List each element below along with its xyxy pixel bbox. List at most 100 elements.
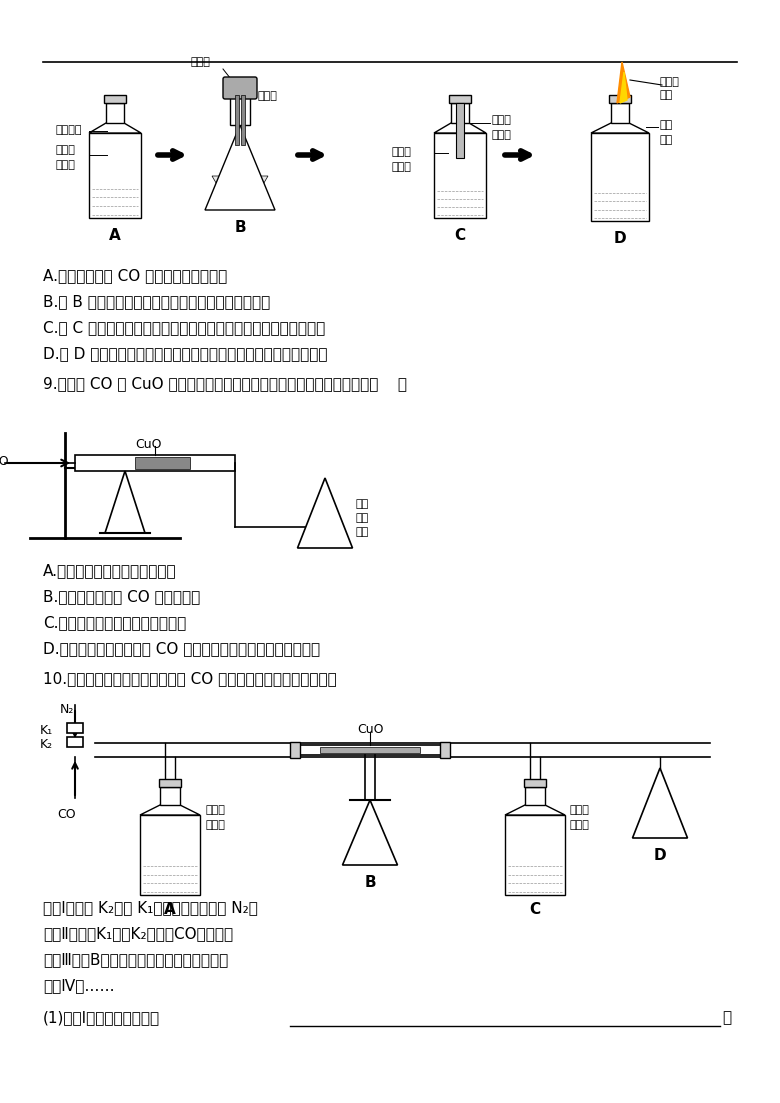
Text: B: B: [234, 219, 246, 235]
Polygon shape: [633, 768, 687, 838]
Bar: [160, 788, 180, 805]
Bar: [609, 95, 631, 103]
Bar: [449, 95, 471, 103]
Text: B.该实验只能证明 CO 具有还原性: B.该实验只能证明 CO 具有还原性: [43, 589, 200, 604]
Text: 步骤Ⅲ：待B中固体全部变色时，停止加热；: 步骤Ⅲ：待B中固体全部变色时，停止加热；: [43, 952, 229, 967]
Text: 剩余: 剩余: [660, 120, 673, 130]
Text: 燃着的: 燃着的: [660, 77, 680, 87]
Text: 澄清: 澄清: [355, 499, 368, 508]
Bar: [434, 133, 486, 218]
Text: D: D: [614, 231, 626, 246]
Bar: [524, 779, 546, 788]
Text: 石灰水: 石灰水: [55, 160, 75, 170]
Bar: [241, 95, 245, 144]
Text: 澄清的: 澄清的: [205, 805, 225, 815]
Bar: [230, 97, 250, 125]
Polygon shape: [617, 62, 630, 103]
Text: 步骤Ⅱ：关闭K₁打开K₂，通入CO，加热；: 步骤Ⅱ：关闭K₁打开K₂，通入CO，加热；: [43, 927, 233, 941]
Bar: [591, 133, 649, 221]
Bar: [290, 742, 300, 758]
Text: 一氧化碳: 一氧化碳: [55, 125, 81, 135]
Bar: [135, 457, 190, 469]
Bar: [141, 863, 199, 895]
Polygon shape: [297, 478, 353, 548]
Bar: [506, 863, 564, 895]
Polygon shape: [140, 805, 200, 815]
Polygon shape: [434, 124, 486, 133]
Text: D.该实验既有效地防止了 CO 对空气的污染，又充分利用了能源: D.该实验既有效地防止了 CO 对空气的污染，又充分利用了能源: [43, 641, 320, 656]
Bar: [525, 788, 545, 805]
Bar: [435, 189, 485, 218]
Bar: [611, 103, 629, 124]
Text: CO: CO: [0, 456, 9, 468]
Bar: [320, 747, 420, 753]
Text: (1)步骤Ⅰ通入氮气的目的是: (1)步骤Ⅰ通入氮气的目的是: [43, 1010, 160, 1025]
Text: 灰水: 灰水: [355, 527, 368, 537]
Text: 石灰水: 石灰水: [392, 162, 412, 172]
Text: CuO: CuO: [135, 438, 161, 451]
Text: 气体: 气体: [660, 135, 673, 144]
Bar: [235, 95, 239, 144]
Text: 的石: 的石: [355, 513, 368, 523]
Bar: [451, 103, 469, 124]
FancyBboxPatch shape: [223, 77, 257, 99]
Bar: [67, 737, 83, 747]
Polygon shape: [205, 125, 275, 210]
Text: N₂: N₂: [60, 703, 74, 716]
Text: C: C: [530, 902, 541, 917]
Text: CO: CO: [58, 808, 76, 821]
Bar: [67, 722, 83, 733]
Polygon shape: [644, 806, 676, 831]
Text: 10.某同学利用如下装置进行验证 CO 的有关性质，实验步骤如下：: 10.某同学利用如下装置进行验证 CO 的有关性质，实验步骤如下：: [43, 671, 337, 686]
Text: 步骤Ⅰ：关闭 K₂打开 K₁，通入一段时间的 N₂；: 步骤Ⅰ：关闭 K₂打开 K₁，通入一段时间的 N₂；: [43, 900, 258, 915]
Bar: [159, 779, 181, 788]
Text: A.该实验可验证 CO 具有可燃性和还原性: A.该实验可验证 CO 具有可燃性和还原性: [43, 268, 227, 283]
Polygon shape: [505, 805, 565, 815]
Text: 石灰水: 石灰水: [570, 820, 590, 829]
Polygon shape: [353, 836, 387, 858]
Polygon shape: [342, 800, 398, 865]
Text: K₁: K₁: [40, 724, 53, 737]
Text: D.图 D 用燃着的木条点燃瓶中的剩余气体，瓶口可能出现蓝色火焰: D.图 D 用燃着的木条点燃瓶中的剩余气体，瓶口可能出现蓝色火焰: [43, 346, 328, 361]
Bar: [106, 103, 124, 124]
Text: A: A: [164, 902, 176, 917]
Text: A: A: [109, 228, 121, 243]
Polygon shape: [620, 72, 627, 103]
Bar: [592, 190, 648, 221]
Text: CuO: CuO: [356, 722, 383, 736]
Bar: [140, 815, 200, 895]
Text: 木条: 木条: [660, 90, 673, 100]
Bar: [89, 133, 141, 218]
Text: 澄清的: 澄清的: [570, 805, 590, 815]
Text: B.图 B 的现象是：受热部分的铜片由亮红色变为黑色: B.图 B 的现象是：受热部分的铜片由亮红色变为黑色: [43, 295, 270, 309]
Polygon shape: [591, 124, 649, 133]
Bar: [104, 95, 126, 103]
Text: 。: 。: [722, 1010, 731, 1025]
Polygon shape: [212, 176, 268, 206]
Text: A.玻璃管中红色固体变成了黑色: A.玻璃管中红色固体变成了黑色: [43, 563, 176, 578]
Text: 步骤Ⅳ：……: 步骤Ⅳ：……: [43, 978, 115, 993]
Text: C: C: [455, 228, 466, 243]
Polygon shape: [309, 513, 342, 540]
Bar: [456, 103, 464, 158]
Text: 薄铜片: 薄铜片: [492, 130, 512, 140]
Text: 澄清的: 澄清的: [392, 147, 412, 157]
Text: K₂: K₂: [40, 738, 53, 751]
Text: 9.如图是 CO 与 CuO 反应的实验装置，下列关于该实验的说法正确的是（    ）: 9.如图是 CO 与 CuO 反应的实验装置，下列关于该实验的说法正确的是（ ）: [43, 376, 407, 390]
Text: 澄清的: 澄清的: [55, 144, 75, 156]
Text: C.图 C 实验一段时间后振荡，只能观察到澄清石灰水变浑浊的现象: C.图 C 实验一段时间后振荡，只能观察到澄清石灰水变浑浊的现象: [43, 320, 325, 335]
Text: B: B: [364, 875, 376, 890]
Polygon shape: [89, 124, 141, 133]
Bar: [440, 742, 450, 758]
Bar: [295, 745, 445, 754]
Polygon shape: [105, 471, 145, 533]
Bar: [505, 815, 565, 895]
Text: 薄铜片: 薄铜片: [190, 57, 210, 67]
Text: 橡皮塞: 橡皮塞: [258, 92, 278, 101]
Text: 石灰水: 石灰水: [205, 820, 225, 829]
Bar: [75, 456, 235, 471]
Text: D: D: [654, 848, 666, 863]
Text: 灼热的: 灼热的: [492, 115, 512, 125]
Text: C.玻璃管中发生的反应为置换反应: C.玻璃管中发生的反应为置换反应: [43, 615, 186, 630]
Bar: [90, 185, 140, 218]
